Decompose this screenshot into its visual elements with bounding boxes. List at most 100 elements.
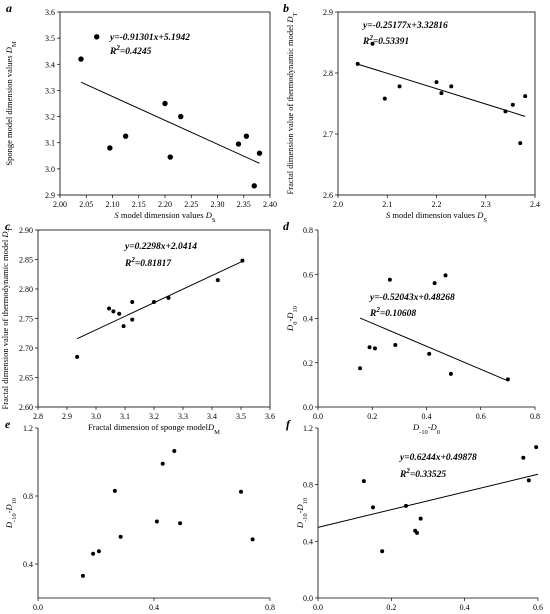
data-point <box>256 150 263 156</box>
x-axis-label: D-10-D0 <box>412 422 440 436</box>
y-tick-label: 3.2 <box>45 113 55 122</box>
data-point <box>94 34 100 40</box>
panel-c: 2.8 2.9 3.0 3.1 3.2 3.3 3.4 3.5 3.6 2.60 2.65 2.70 2… <box>0 219 275 436</box>
data-point <box>239 489 243 494</box>
data-point <box>448 371 453 376</box>
panel-a: 2.00 2.05 2.10 2.15 2.20 2.25 2.30 2.35 2.40 2.9 3… <box>4 1 277 224</box>
data-point <box>80 573 85 578</box>
data-point <box>397 84 402 89</box>
data-point <box>449 84 454 89</box>
data-point <box>78 56 84 62</box>
data-point <box>107 306 112 311</box>
x-tick-label: 2.2 <box>432 200 442 209</box>
x-tick-label: 2.15 <box>132 200 146 209</box>
data-point <box>235 141 242 147</box>
data-point <box>427 351 432 356</box>
y-tick-label: 2.70 <box>19 344 33 353</box>
y-tick-label: 0.8 <box>303 226 313 235</box>
data-point <box>393 343 398 348</box>
data-point <box>380 549 385 554</box>
data-point <box>518 141 523 146</box>
y-tick-label: 2.9 <box>45 191 55 200</box>
data-point <box>240 258 245 263</box>
data-point <box>250 537 255 542</box>
y-tick-label: 3.3 <box>45 86 55 95</box>
y-tick-label: 3.0 <box>45 165 55 174</box>
x-axis-label: S model dimension values DS <box>386 210 487 224</box>
x-tick-label: 0.0 <box>313 603 323 612</box>
x-tick-label: 2.00 <box>53 200 67 209</box>
panel-letter: a <box>6 1 12 15</box>
y-tick-label: 3.6 <box>45 8 55 17</box>
x-tick-label: 3.5 <box>236 412 246 421</box>
y-tick-label: 2.7 <box>323 130 333 139</box>
x-tick-label: 2.1 <box>382 200 392 209</box>
data-point <box>166 295 171 300</box>
data-point <box>526 478 531 483</box>
r-squared: R2=0.81817 <box>124 256 172 269</box>
x-tick-label: 0.0 <box>313 412 323 421</box>
x-axis-label: Fractal dimension of sponge modelDM <box>88 422 220 436</box>
data-point <box>178 113 184 120</box>
y-tick-label: 2.65 <box>19 374 33 383</box>
data-point <box>434 80 439 85</box>
x-tick-label: 3.2 <box>149 412 159 421</box>
trend-equation: y=-0.91301x+5.1942 <box>109 33 190 43</box>
x-tick-label: 3.3 <box>178 412 188 421</box>
panel-d: 0.0 0.2 0.4 0.6 0.8 0.0 0.2 0.4 0.6 0.8 D-10-D0 D0-… <box>283 219 540 436</box>
data-point <box>367 345 372 350</box>
x-tick-label: 2.4 <box>530 200 540 209</box>
data-point <box>358 366 363 371</box>
y-tick-label: 1.2 <box>303 424 313 433</box>
trend-line <box>357 63 526 117</box>
y-tick-label: 0.0 <box>303 403 313 412</box>
trend-line <box>76 260 243 340</box>
y-tick-label: 2.90 <box>19 226 33 235</box>
trend-equation: y=-0.52043x+0.48268 <box>369 293 455 303</box>
panel-f: 0.00.20.40.60.00.40.81.2D0-D10D-10-D10y=… <box>286 417 543 614</box>
panel-letter: d <box>283 219 290 233</box>
y-tick-label: 2.80 <box>19 285 33 294</box>
panel-letter: c <box>5 219 11 233</box>
r-squared: R2=0.4245 <box>109 44 152 57</box>
data-point <box>523 94 528 99</box>
data-point <box>372 346 377 351</box>
x-tick-label: 0.8 <box>530 412 540 421</box>
y-tick-label: 2.85 <box>19 256 33 265</box>
x-tick-label: 0.2 <box>386 603 396 612</box>
trend-line <box>80 81 260 164</box>
data-point <box>243 133 250 139</box>
r-squared: R2=0.10608 <box>369 306 416 319</box>
data-point <box>130 299 135 304</box>
data-point <box>130 317 135 322</box>
y-tick-label: 0.2 <box>303 359 313 368</box>
y-tick-label: 1.2 <box>23 424 33 433</box>
data-point <box>443 273 448 278</box>
data-point <box>160 461 165 466</box>
x-tick-label: 2.30 <box>211 200 225 209</box>
x-tick-label: 0.0 <box>33 603 43 612</box>
data-point <box>162 100 168 107</box>
data-point <box>111 309 116 314</box>
y-tick-label: 2.75 <box>19 315 33 324</box>
data-point <box>387 277 392 282</box>
data-point <box>96 549 101 554</box>
x-tick-label: 3.0 <box>91 412 101 421</box>
data-point <box>117 311 122 316</box>
data-point <box>404 503 408 508</box>
data-point <box>152 299 156 304</box>
panel-letter: f <box>286 417 291 431</box>
x-tick-label: 2.05 <box>79 200 93 209</box>
x-tick-label: 2.20 <box>158 200 172 209</box>
x-tick-label: 0.8 <box>265 603 275 612</box>
data-point <box>178 521 183 526</box>
data-point <box>215 278 220 283</box>
x-tick-label: 0.6 <box>533 603 543 612</box>
x-tick-label: 2.3 <box>481 200 491 209</box>
data-point <box>121 324 126 329</box>
data-point <box>534 445 539 450</box>
x-tick-label: 2.0 <box>333 200 343 209</box>
x-tick-label: 2.35 <box>237 200 251 209</box>
y-tick-label: 0.8 <box>303 481 313 490</box>
